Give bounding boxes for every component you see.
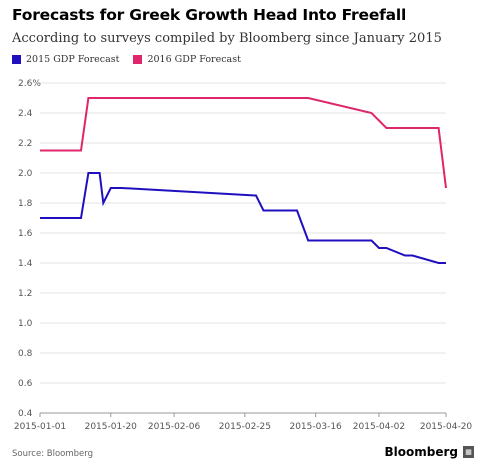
- x-tick-label: 2015-04-02: [353, 422, 405, 432]
- legend-label-2015: 2015 GDP Forecast: [26, 54, 120, 65]
- y-tick-label: 1.4: [18, 259, 33, 269]
- y-tick-label: 0.4: [18, 409, 33, 419]
- x-tick-label: 2015-02-06: [148, 422, 201, 432]
- legend: 2015 GDP Forecast 2016 GDP Forecast: [12, 54, 241, 65]
- y-tick-label: 0.8: [18, 349, 33, 359]
- series-line-2016: [40, 97, 447, 189]
- x-tick-label: 2015-03-16: [289, 422, 342, 432]
- x-tick-label: 2015-01-01: [14, 422, 66, 432]
- brand: Bloomberg ▦: [384, 445, 474, 459]
- bloomberg-logo-icon: ▦: [463, 446, 474, 458]
- y-tick-label: 1.6: [18, 229, 33, 239]
- brand-name: Bloomberg: [384, 445, 459, 459]
- legend-swatch-2015: [12, 55, 21, 64]
- y-tick-label: 1.0: [18, 319, 33, 329]
- legend-item-2015: 2015 GDP Forecast: [12, 54, 119, 65]
- y-tick-label: 2.0: [18, 169, 33, 179]
- legend-item-2016: 2016 GDP Forecast: [133, 54, 241, 65]
- legend-label-2016: 2016 GDP Forecast: [147, 54, 241, 65]
- y-tick-label: 2.6%: [18, 79, 41, 89]
- x-tick-label: 2015-01-20: [85, 422, 138, 432]
- y-tick-label: 0.6: [18, 379, 33, 389]
- x-tick-label: 2015-04-20: [420, 422, 473, 432]
- chart-subtitle: According to surveys compiled by Bloombe…: [12, 31, 442, 46]
- y-tick-label: 2.2: [18, 139, 32, 149]
- legend-swatch-2016: [133, 55, 143, 64]
- chart-title: Forecasts for Greek Growth Head Into Fre…: [12, 6, 407, 24]
- y-tick-label: 1.8: [18, 199, 33, 209]
- source-note: Source: Bloomberg: [12, 449, 93, 459]
- y-tick-label: 1.2: [18, 289, 32, 299]
- series-line-2015: [40, 172, 446, 264]
- x-tick-label: 2015-02-25: [219, 422, 271, 432]
- y-tick-label: 2.4: [18, 109, 33, 119]
